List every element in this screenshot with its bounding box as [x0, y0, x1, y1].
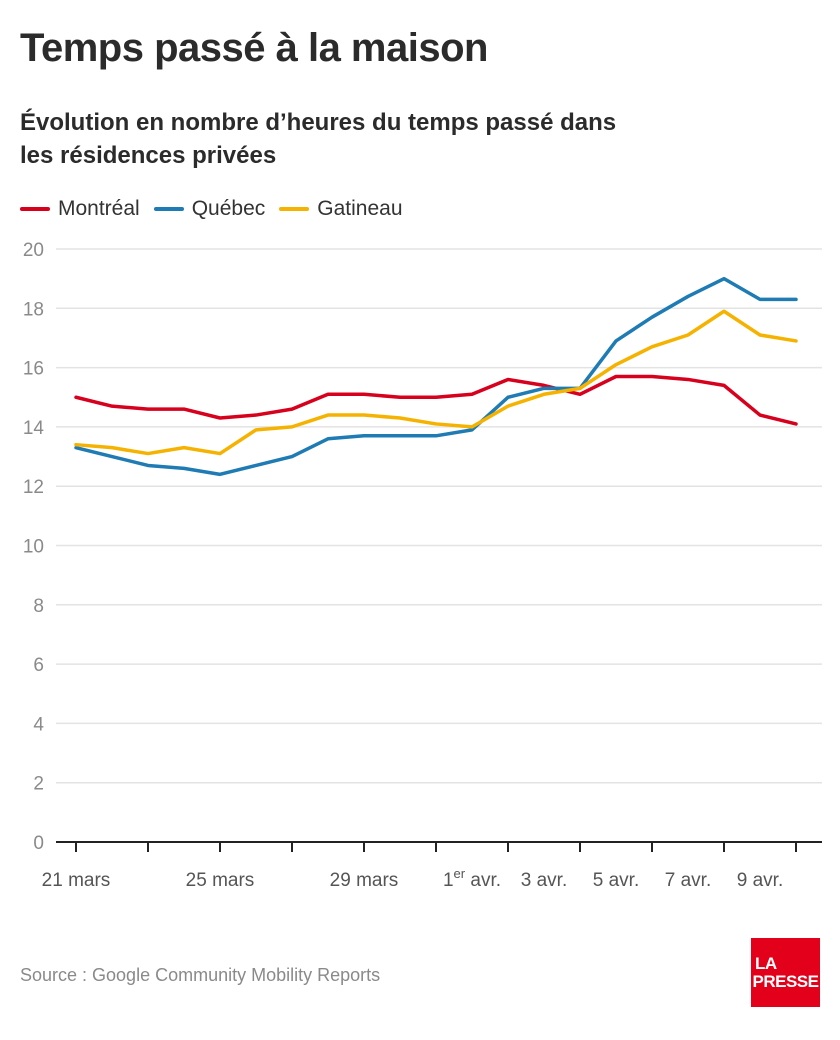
legend: Montréal Québec Gatineau: [20, 197, 417, 221]
gridlines: [56, 248, 822, 784]
chart-title: Temps passé à la maison: [20, 26, 488, 70]
x-tick-label: 3 avr.: [521, 870, 567, 891]
series-line-gatineau: [74, 309, 798, 456]
series-lines: [74, 276, 798, 477]
y-tick-label: 0: [33, 833, 44, 854]
y-tick-label: 6: [33, 655, 44, 676]
legend-swatch-quebec: [153, 207, 184, 211]
y-tick-label: 20: [23, 240, 44, 261]
x-tick-label: 25 mars: [186, 870, 255, 891]
legend-swatch-gatineau: [279, 207, 310, 211]
line-chart: 0 2 4 6 8 10 12 14 16 18 20 21 mars 25 mars 29 mars 1…: [23, 240, 822, 891]
y-tick-label: 4: [33, 714, 44, 735]
x-tick-label: 9 avr.: [737, 870, 783, 891]
x-axis: 21 mars 25 mars 29 mars 1er avr. 3 avr. 5 avr…: [42, 841, 822, 891]
legend-swatch-montreal: [20, 207, 50, 211]
y-axis-tick-labels: 0 2 4 6 8 10 12 14 16 18 20: [23, 240, 45, 854]
legend-label-gatineau: Gatineau: [317, 197, 403, 220]
y-tick-label: 16: [23, 359, 44, 380]
y-tick-label: 18: [23, 299, 44, 320]
y-tick-label: 14: [23, 418, 45, 439]
legend-item-gatineau: Gatineau: [279, 197, 403, 221]
legend-item-montreal: Montréal: [20, 197, 140, 221]
legend-label-quebec: Québec: [191, 197, 266, 220]
x-tick-label: 7 avr.: [665, 870, 711, 891]
legend-label-montreal: Montréal: [58, 197, 140, 220]
la-presse-logo: LA PRESSE: [751, 938, 820, 1007]
chart-subtitle: Évolution en nombre d’heures du temps pa…: [20, 109, 617, 169]
logo-line-1: LA: [755, 953, 777, 973]
y-tick-label: 10: [23, 537, 44, 558]
source-note: Source : Google Community Mobility Repor…: [20, 965, 381, 985]
series-line-quebec: [74, 276, 798, 477]
y-tick-label: 8: [33, 596, 44, 617]
x-tick-label: 5 avr.: [593, 870, 639, 891]
y-tick-label: 2: [33, 774, 44, 795]
legend-item-quebec: Québec: [153, 197, 266, 221]
x-tick-label: 21 mars: [42, 870, 111, 891]
x-tick-label: 1er avr.: [443, 866, 501, 891]
x-tick-label: 29 mars: [330, 870, 399, 891]
y-tick-label: 12: [23, 477, 44, 498]
series-line-montreal: [74, 374, 798, 426]
logo-line-2: PRESSE: [752, 971, 819, 991]
